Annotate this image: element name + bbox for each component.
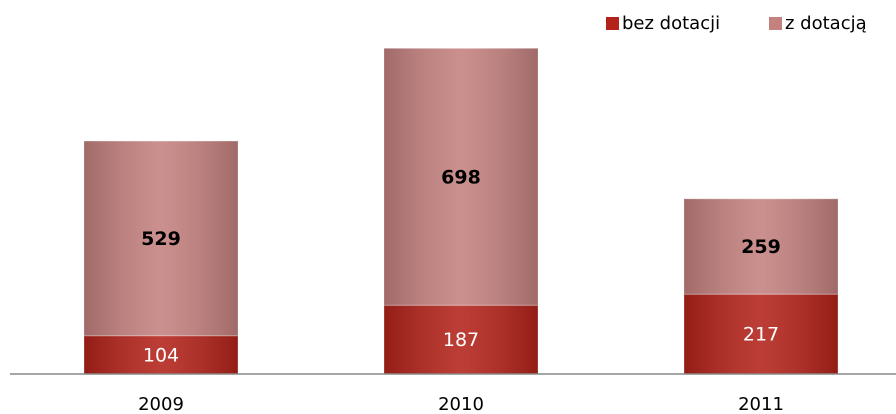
bar-shading bbox=[384, 48, 538, 306]
value-label: 259 bbox=[741, 236, 781, 258]
value-label: 698 bbox=[441, 166, 481, 188]
bar-shading bbox=[684, 294, 838, 374]
bar-shading bbox=[684, 198, 838, 295]
legend-swatch bbox=[606, 17, 619, 30]
value-label: 529 bbox=[141, 228, 181, 250]
x-tick-label: 2010 bbox=[438, 394, 484, 414]
bar-shading bbox=[84, 335, 238, 374]
legend: bez dotacji z dotacją bbox=[606, 13, 867, 34]
value-label: 217 bbox=[743, 324, 779, 346]
bar-shading bbox=[84, 141, 238, 336]
bar-shading bbox=[384, 305, 538, 374]
x-tick-label: 2009 bbox=[138, 394, 184, 414]
x-tick-label: 2011 bbox=[738, 394, 784, 414]
plot-area: 104 529 2009 187 698 2010 217 259 2011 bbox=[10, 47, 896, 414]
value-label: 187 bbox=[443, 329, 479, 351]
legend-label: z dotacją bbox=[785, 13, 867, 34]
value-label: 104 bbox=[143, 344, 179, 366]
legend-swatch bbox=[769, 17, 782, 30]
legend-label: bez dotacji bbox=[622, 13, 720, 34]
